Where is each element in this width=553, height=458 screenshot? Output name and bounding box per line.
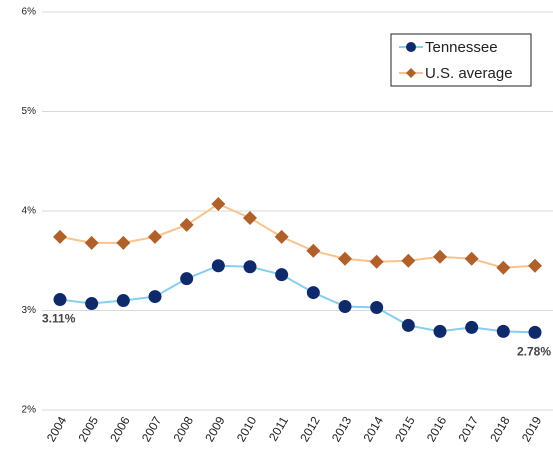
x-tick-label: 2009 [202, 414, 228, 444]
data-point [496, 260, 511, 275]
y-tick-label: 2% [22, 405, 37, 416]
data-point [116, 294, 130, 308]
data-point [211, 197, 226, 212]
data-point [243, 260, 257, 274]
x-tick-label: 2006 [107, 414, 133, 444]
x-tick-label: 2013 [329, 414, 355, 444]
y-tick-label: 6% [22, 7, 37, 18]
x-tick-label: 2012 [297, 414, 323, 444]
x-tick-label: 2011 [266, 414, 291, 444]
x-tick-label: 2007 [139, 414, 165, 444]
data-point [306, 243, 321, 258]
data-point [369, 254, 384, 269]
data-point [53, 293, 67, 307]
x-tick-label: 2017 [456, 414, 482, 444]
data-point [465, 320, 479, 334]
x-tick-label: 2015 [392, 414, 418, 444]
data-point [148, 229, 162, 244]
data-point [85, 297, 99, 311]
y-tick-label: 3% [22, 305, 37, 316]
data-point [528, 325, 542, 339]
data-point [401, 253, 416, 268]
x-tick-label: 2005 [76, 414, 102, 444]
data-label: 3.11% [42, 312, 76, 326]
data-point [274, 229, 289, 244]
legend-marker [406, 68, 416, 78]
data-point [84, 235, 99, 250]
data-point [370, 301, 384, 315]
data-point [116, 235, 131, 250]
data-point [433, 324, 447, 338]
y-tick-label: 5% [22, 106, 37, 117]
x-tick-label: 2014 [361, 414, 387, 444]
series-line [59, 202, 536, 269]
data-point [433, 249, 447, 264]
data-point [306, 286, 320, 300]
data-point [211, 259, 225, 273]
x-tick-label: 2016 [424, 414, 450, 444]
data-point [338, 300, 352, 314]
data-point [275, 268, 289, 282]
legend-label: U.S. average [425, 65, 513, 82]
data-point [338, 251, 352, 266]
data-point [401, 318, 415, 332]
legend: Tennessee U.S. average [390, 33, 532, 87]
data-point [496, 324, 510, 338]
y-tick-label: 4% [22, 206, 37, 217]
data-point [148, 290, 162, 304]
data-point [464, 251, 479, 266]
legend-marker [406, 42, 416, 52]
x-tick-label: 2008 [171, 414, 197, 444]
legend-label: Tennessee [425, 39, 498, 56]
x-tick-label: 2018 [487, 414, 513, 444]
series-line [59, 264, 536, 334]
x-tick-label: 2004 [44, 414, 70, 444]
data-label: 2.78% [517, 345, 551, 359]
legend-box [390, 33, 532, 87]
x-tick-label: 2010 [234, 414, 260, 444]
data-point [243, 210, 257, 225]
data-point [53, 229, 67, 244]
data-point [528, 258, 542, 273]
data-point [180, 272, 194, 286]
data-point [179, 217, 194, 232]
x-tick-label: 2019 [519, 414, 545, 444]
